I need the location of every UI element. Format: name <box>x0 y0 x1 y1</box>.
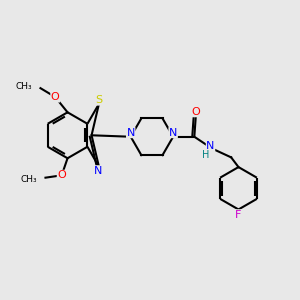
Text: N: N <box>206 141 215 151</box>
Text: F: F <box>235 210 242 220</box>
Text: O: O <box>57 170 66 180</box>
Text: CH₃: CH₃ <box>21 175 37 184</box>
Text: H: H <box>202 150 209 160</box>
Text: CH₃: CH₃ <box>15 82 31 91</box>
Text: O: O <box>191 107 200 117</box>
Text: N: N <box>94 166 103 176</box>
Text: N: N <box>169 128 177 138</box>
Text: S: S <box>95 95 103 105</box>
Text: N: N <box>127 128 135 138</box>
Text: O: O <box>51 92 60 102</box>
